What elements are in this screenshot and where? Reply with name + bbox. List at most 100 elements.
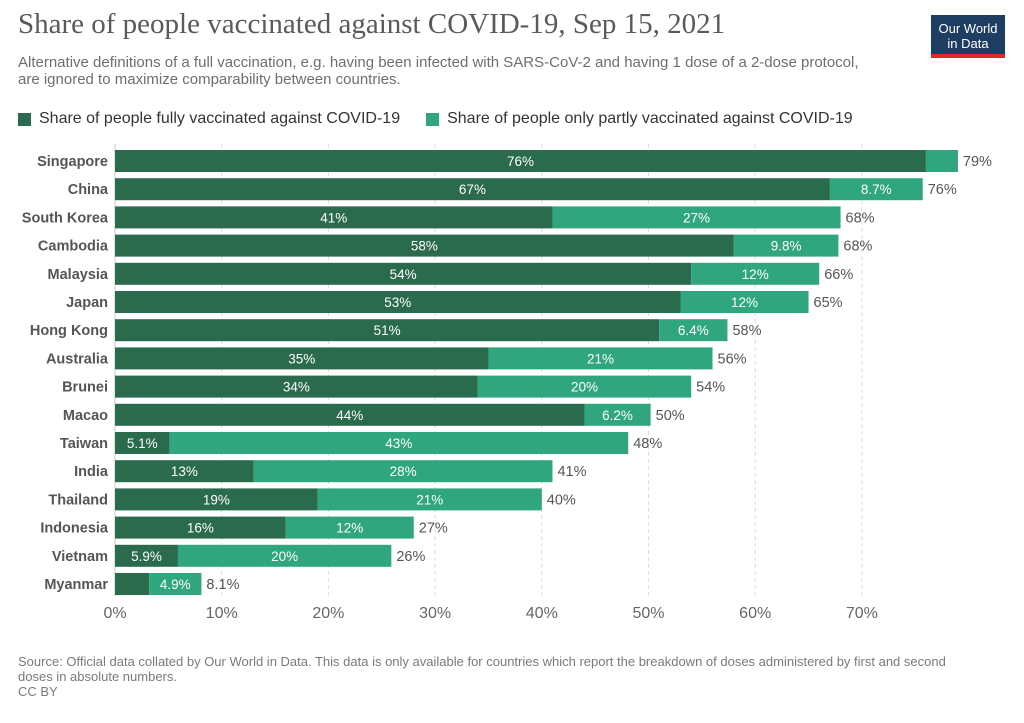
total-label: 50% xyxy=(656,408,685,424)
data-label-partial: 20% xyxy=(271,549,298,564)
total-label: 40% xyxy=(547,492,576,508)
bar-fully-vaccinated xyxy=(115,234,734,257)
bar-partly-vaccinated xyxy=(177,544,392,567)
bar-partly-vaccinated xyxy=(829,178,923,201)
total-label: 68% xyxy=(846,210,875,226)
data-label-partial: 21% xyxy=(416,492,443,507)
category-label: South Korea xyxy=(22,210,109,226)
category-label: Vietnam xyxy=(52,549,108,565)
data-label-full: 34% xyxy=(283,380,310,395)
category-label: Malaysia xyxy=(48,267,109,283)
bar-partly-vaccinated xyxy=(253,460,553,483)
category-label: Hong Kong xyxy=(30,323,108,339)
total-label: 48% xyxy=(633,436,662,452)
legend-swatch-partial xyxy=(426,112,440,126)
total-label: 54% xyxy=(696,380,725,396)
bar-partly-vaccinated xyxy=(925,150,958,172)
total-label: 26% xyxy=(396,549,425,565)
legend-item-partial[interactable]: Share of people only partly vaccinated a… xyxy=(426,110,853,128)
bar-partly-vaccinated xyxy=(691,262,820,285)
legend-swatch-full xyxy=(18,112,31,126)
data-label-full: 41% xyxy=(320,210,347,225)
data-label-partial: 6.4% xyxy=(678,323,709,338)
bar-fully-vaccinated xyxy=(115,262,692,285)
license-note: CC BY xyxy=(18,684,58,699)
data-label-full: 67% xyxy=(459,182,486,197)
data-label-partial: 43% xyxy=(385,436,412,451)
chart-footer: Source: Official data collated by Our Wo… xyxy=(18,654,978,699)
bar-partly-vaccinated xyxy=(169,432,629,454)
bar-fully-vaccinated xyxy=(115,516,286,539)
x-tick-label: 50% xyxy=(632,605,664,622)
bar-partly-vaccinated xyxy=(317,488,542,511)
total-label: 58% xyxy=(732,323,761,339)
bar-fully-vaccinated xyxy=(115,319,660,342)
x-tick-label: 20% xyxy=(312,605,344,622)
category-label: Singapore xyxy=(37,154,108,170)
category-label: Brunei xyxy=(62,380,108,396)
chart-subtitle: Alternative definitions of a full vaccin… xyxy=(18,54,859,88)
total-label: 56% xyxy=(718,351,747,367)
data-label-full: 5.1% xyxy=(127,436,158,451)
data-label-partial: 20% xyxy=(571,380,598,395)
data-label-full: 35% xyxy=(288,351,315,366)
total-label: 76% xyxy=(928,182,957,198)
bar-partly-vaccinated xyxy=(477,375,692,398)
bar-partly-vaccinated xyxy=(552,206,841,229)
bar-fully-vaccinated xyxy=(115,375,478,398)
bar-partly-vaccinated xyxy=(149,573,202,595)
source-note: Source: Official data collated by Our Wo… xyxy=(18,654,946,684)
x-tick-label: 30% xyxy=(419,605,451,622)
data-label-partial: 12% xyxy=(731,295,758,310)
bar-partly-vaccinated xyxy=(584,403,651,426)
legend-label-partial: Share of people only partly vaccinated a… xyxy=(447,110,853,127)
data-label-partial: 4.9% xyxy=(160,577,191,592)
bar-partly-vaccinated xyxy=(285,516,414,539)
data-label-full: 19% xyxy=(203,492,230,507)
total-label: 68% xyxy=(843,239,872,255)
bar-fully-vaccinated xyxy=(115,150,926,172)
owid-logo[interactable]: Our World in Data xyxy=(931,15,1005,58)
bar-fully-vaccinated xyxy=(115,206,553,229)
data-label-full: 53% xyxy=(384,295,411,310)
bar-partly-vaccinated xyxy=(488,347,713,370)
bar-fully-vaccinated xyxy=(115,178,830,201)
category-label: China xyxy=(68,182,109,198)
bar-chart: 0% 10% 20% 30% 40% 50% 60% 70% Singapore 76% 79% Ch… xyxy=(22,144,992,622)
bar-fully-vaccinated xyxy=(115,573,150,595)
data-label-partial: 21% xyxy=(587,351,614,366)
bar-fully-vaccinated xyxy=(115,347,489,370)
bar-partly-vaccinated xyxy=(680,291,809,313)
x-tick-label: 70% xyxy=(846,605,878,622)
bar-fully-vaccinated xyxy=(115,432,170,454)
category-label: Thailand xyxy=(48,492,108,508)
total-label: 65% xyxy=(814,295,843,311)
data-label-partial: 8.7% xyxy=(861,182,892,197)
bar-partly-vaccinated xyxy=(733,234,839,257)
category-label: Myanmar xyxy=(44,577,108,593)
data-label-full: 54% xyxy=(390,267,417,282)
legend-item-full[interactable]: Share of people fully vaccinated against… xyxy=(18,110,400,128)
data-label-full: 13% xyxy=(171,464,198,479)
category-label: Cambodia xyxy=(38,239,109,255)
data-label-full: 76% xyxy=(507,154,534,169)
x-tick-label: 60% xyxy=(739,605,771,622)
total-label: 8.1% xyxy=(206,577,239,593)
bar-fully-vaccinated xyxy=(115,544,178,567)
total-label: 41% xyxy=(557,464,586,480)
bar-fully-vaccinated xyxy=(115,460,254,483)
x-tick-label: 10% xyxy=(206,605,238,622)
data-label-full: 51% xyxy=(374,323,401,338)
logo-line-1: Our World xyxy=(938,21,998,36)
data-label-partial: 28% xyxy=(390,464,417,479)
bar-fully-vaccinated xyxy=(115,291,681,313)
data-label-full: 44% xyxy=(336,408,363,423)
total-label: 66% xyxy=(824,267,853,283)
chart-legend: Share of people fully vaccinated against… xyxy=(18,110,879,128)
bar-fully-vaccinated xyxy=(115,488,318,511)
category-label: Japan xyxy=(66,295,108,311)
logo-line-2: in Data xyxy=(947,36,989,51)
legend-label-full: Share of people fully vaccinated against… xyxy=(39,110,401,127)
category-label: Taiwan xyxy=(60,436,108,452)
data-label-partial: 6.2% xyxy=(602,408,633,423)
